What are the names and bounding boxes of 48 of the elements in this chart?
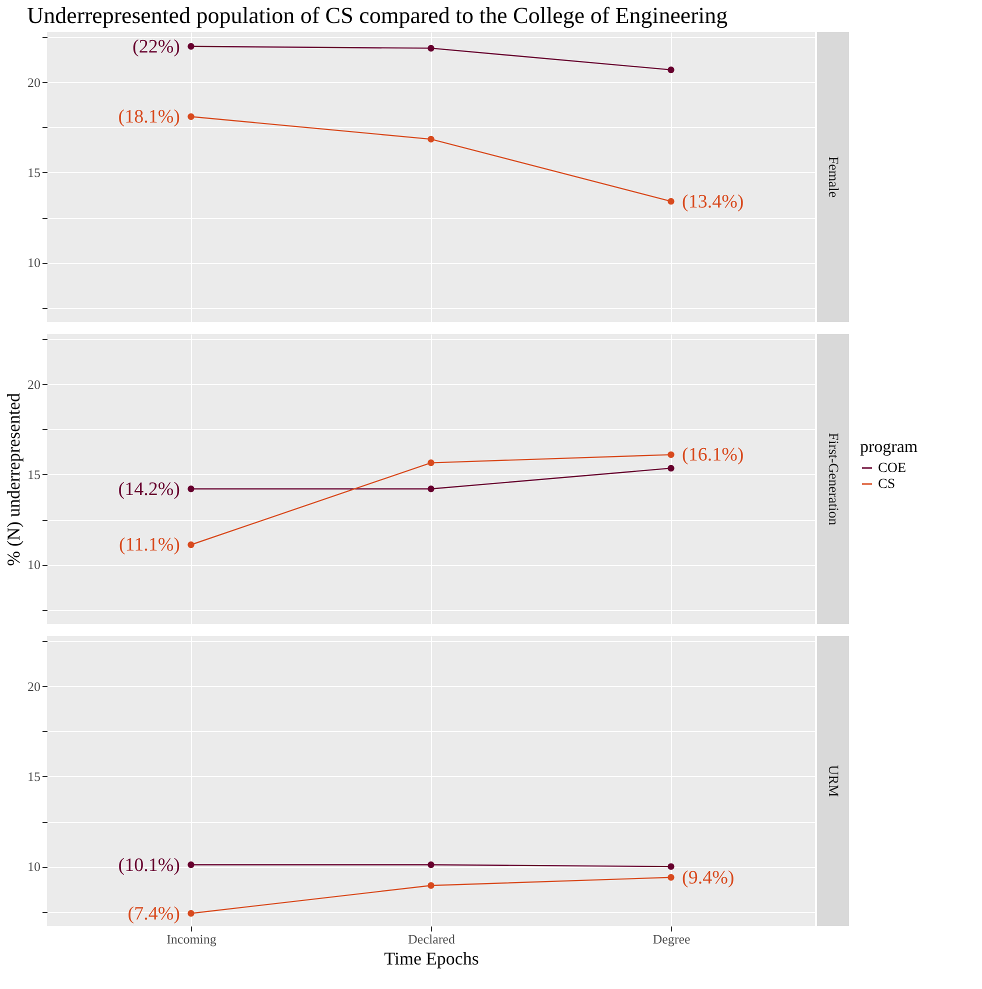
point [428, 861, 434, 868]
y2-axis-title: First-Generation [825, 432, 840, 526]
y-tick-label: 20 [28, 376, 40, 392]
point [668, 66, 674, 74]
y2-axis-title: Female [825, 156, 840, 198]
point [668, 451, 674, 458]
y-axis-title: % (N) underrepresented [4, 393, 24, 566]
point [428, 459, 434, 466]
y-tick-label: 10 [28, 557, 40, 572]
point [188, 541, 194, 548]
point [188, 113, 194, 120]
y2-axis-title: URM [825, 765, 840, 798]
y-tick-label: 20 [28, 74, 40, 90]
point [188, 861, 194, 868]
data-label: (10.1%) [118, 854, 180, 876]
y-tick-label: 15 [28, 466, 40, 482]
legend-label: CS [878, 477, 896, 492]
data-label: (11.1%) [118, 534, 180, 556]
x-tick-label: Degree [652, 932, 690, 946]
point [188, 910, 194, 917]
data-label: (9.4%) [682, 867, 734, 888]
point [668, 863, 674, 870]
point [668, 874, 674, 881]
y-tick-label: 15 [28, 768, 40, 784]
x-axis-title: Time Epochs [384, 948, 479, 968]
data-label: (16.1%) [682, 444, 744, 466]
y-tick-label: 10 [28, 859, 40, 874]
legend-title: program [860, 437, 918, 456]
y-tick-label: 10 [28, 255, 40, 270]
y-tick-label: 15 [28, 164, 40, 180]
legend-label: COE [878, 461, 906, 476]
point [188, 43, 194, 50]
data-label: (7.4%) [128, 903, 180, 924]
data-label: (18.1%) [118, 106, 180, 128]
point [668, 464, 674, 472]
x-tick-label: Incoming [166, 932, 217, 946]
point [428, 882, 434, 889]
data-label: (13.4%) [682, 191, 744, 212]
data-label: (14.2%) [118, 478, 180, 500]
point [428, 136, 434, 143]
data-label: (22%) [132, 36, 180, 58]
point [428, 44, 434, 52]
point [428, 486, 434, 492]
point [668, 198, 674, 205]
y-tick-label: 20 [28, 678, 40, 694]
chart-title: Underrepresented population of CS compared to the College of Engineering [27, 3, 728, 28]
point [188, 486, 194, 492]
x-tick-label: Declared [408, 932, 456, 946]
